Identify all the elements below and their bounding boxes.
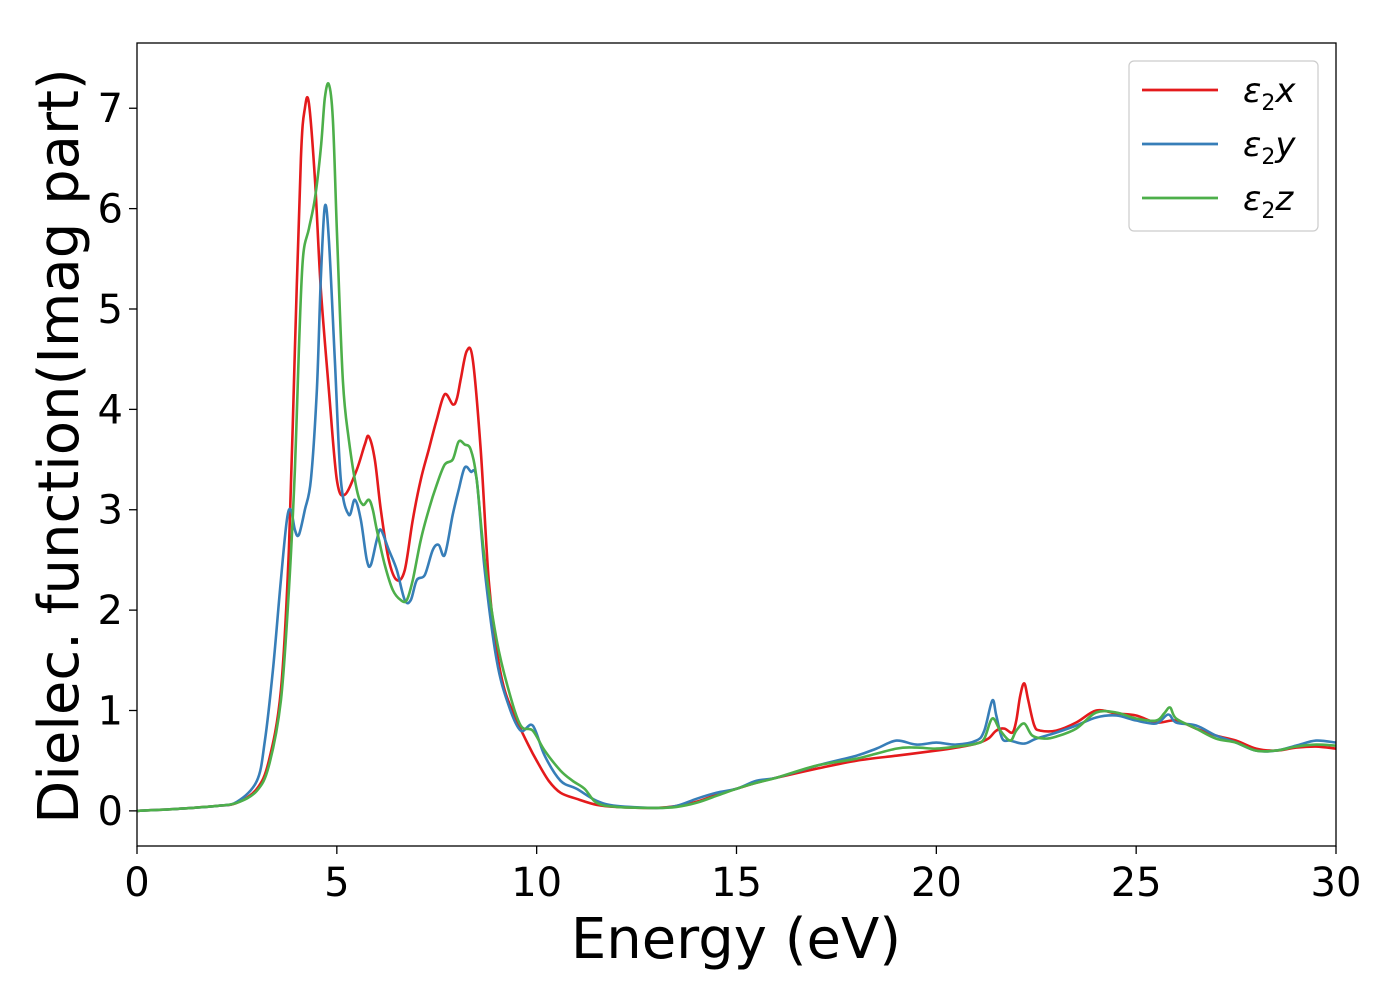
y-tick-label: 7	[98, 86, 123, 132]
x-tick-label: 30	[1311, 860, 1362, 906]
y-axis-title: Dielec. function(Imag part)	[27, 68, 92, 824]
y-tick-label: 2	[98, 588, 123, 634]
axis-ticks: 0 5 10 15 20 25 30 0 1 2 3 4 5 6 7	[98, 86, 1362, 906]
x-tick-label: 25	[1111, 860, 1162, 906]
legend: ε2x ε2y ε2z	[1128, 60, 1319, 232]
y-tick-label: 3	[98, 488, 123, 534]
y-tick-label: 4	[98, 387, 123, 433]
series-layer	[137, 82, 1336, 813]
legend-box	[1128, 60, 1319, 232]
x-axis-title: Energy (eV)	[571, 907, 901, 972]
x-tick-label: 15	[711, 860, 762, 906]
x-tick-label: 10	[511, 860, 562, 906]
x-tick-label: 0	[124, 860, 149, 906]
y-tick-label: 5	[98, 287, 123, 333]
legend-label-z: ε2z	[1243, 179, 1294, 224]
series-line-y	[137, 203, 1336, 813]
y-tick-label: 1	[98, 688, 123, 734]
series-line-z	[137, 82, 1336, 813]
x-tick-label: 5	[324, 860, 349, 906]
series-line-x	[137, 95, 1336, 813]
y-tick-label: 0	[98, 789, 123, 835]
legend-label-x: ε2x	[1243, 71, 1296, 116]
x-tick-label: 20	[911, 860, 962, 906]
y-tick-label: 6	[98, 187, 123, 233]
legend-label-y: ε2y	[1243, 125, 1296, 170]
